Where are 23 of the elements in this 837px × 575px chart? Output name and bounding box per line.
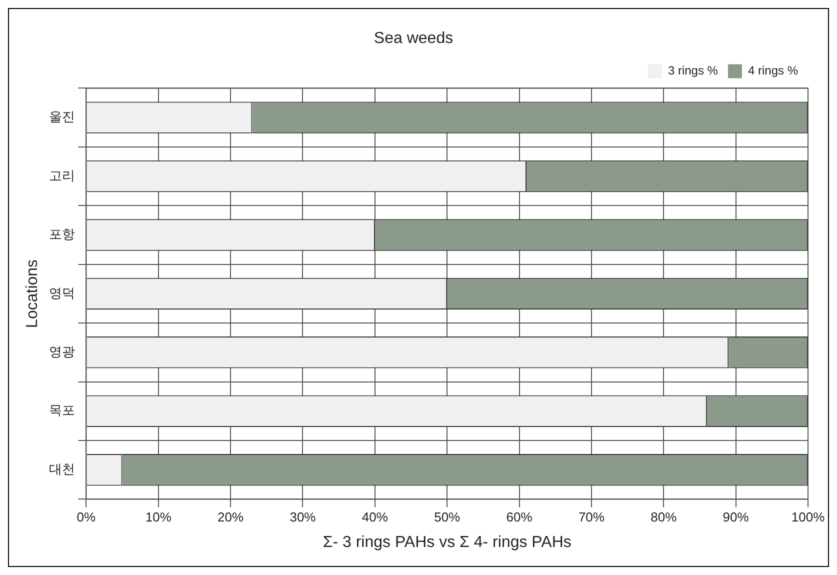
y-tick-label: 영광 <box>49 344 76 359</box>
x-tick-label: 100% <box>791 510 826 525</box>
x-tick-label: 10% <box>145 510 172 525</box>
legend-label: 4 rings % <box>748 64 798 78</box>
y-tick-label: 영덕 <box>49 285 76 300</box>
y-tick-label: 울진 <box>49 109 76 124</box>
x-tick-label: 60% <box>506 510 533 525</box>
x-tick-label: 90% <box>722 510 750 525</box>
x-tick-label: 30% <box>290 510 316 525</box>
x-tick-label: 40% <box>362 510 388 525</box>
x-axis-title: Σ- 3 rings PAHs vs Σ 4- rings PAHs <box>322 534 572 551</box>
x-tick-label: 20% <box>218 510 244 525</box>
x-tick-label: 80% <box>650 510 678 525</box>
y-tick-label: 대천 <box>49 461 76 476</box>
x-tick-label: 50% <box>434 510 461 525</box>
y-tick-label: 포항 <box>49 226 76 242</box>
x-tick-label: 0% <box>76 510 96 525</box>
y-axis-title: Locations <box>24 259 42 328</box>
y-tick-label: 고리 <box>49 168 76 183</box>
y-tick-label: 목포 <box>49 402 76 418</box>
chart-title: Sea weeds <box>374 30 454 48</box>
legend-label: 3 rings % <box>668 64 718 78</box>
x-tick-label: 70% <box>578 510 605 525</box>
